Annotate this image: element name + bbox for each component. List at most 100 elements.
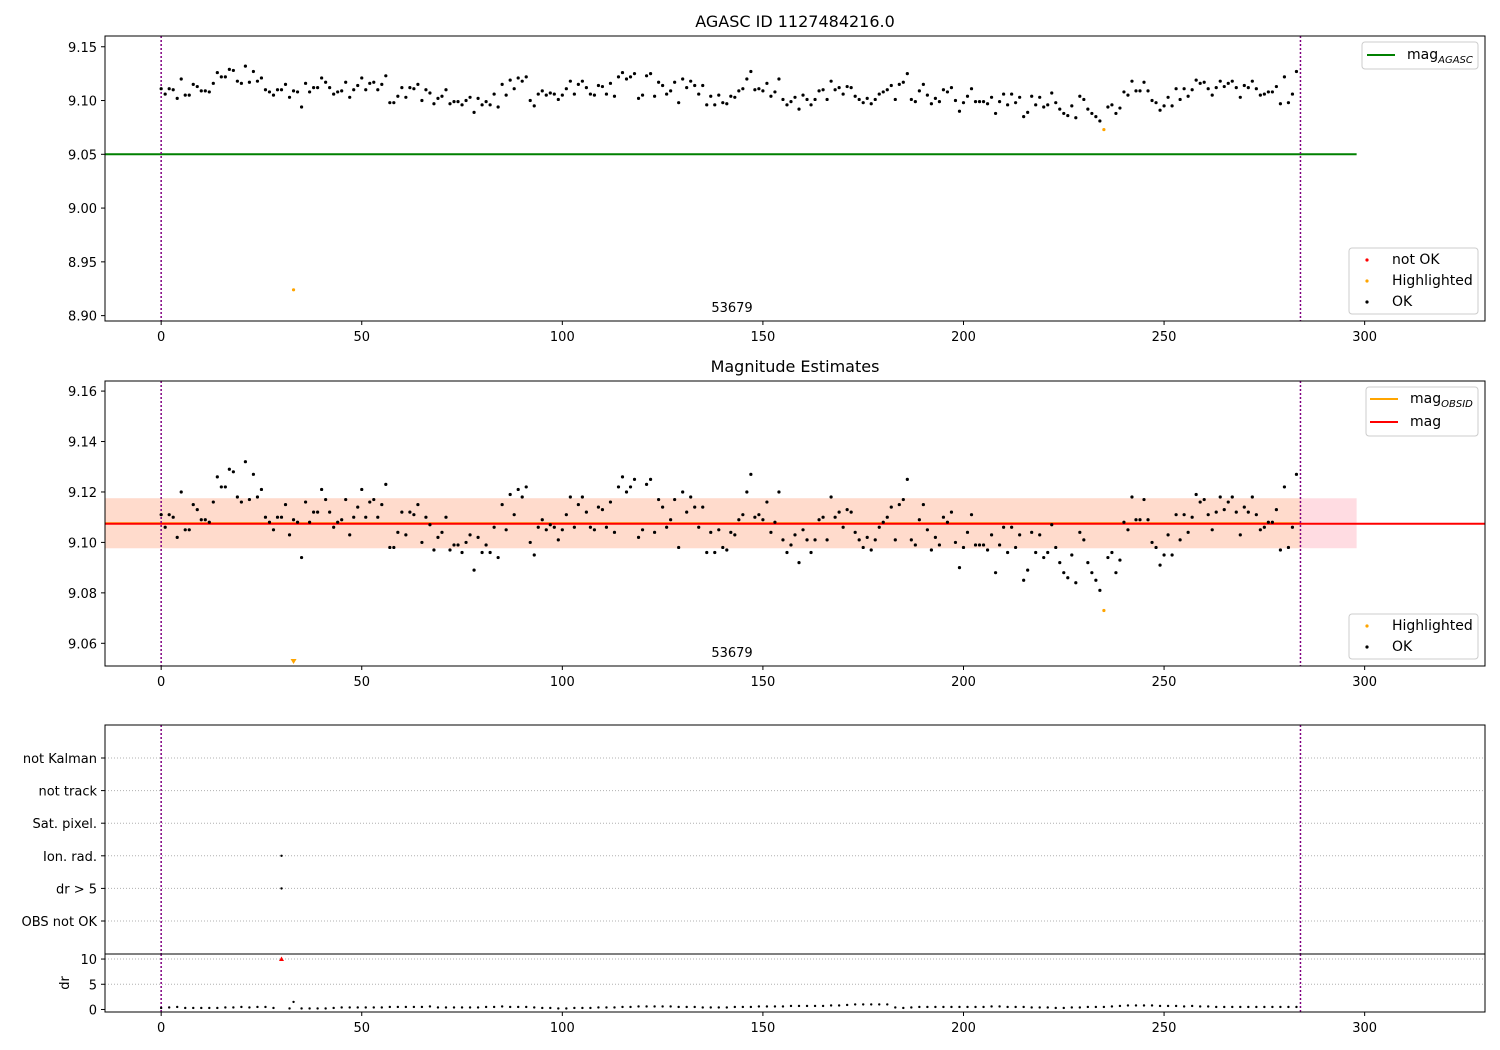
ok-point: [576, 82, 580, 86]
ok-point: [789, 543, 793, 547]
ok-point: [1010, 525, 1014, 529]
ok-point: [1014, 101, 1018, 105]
dr-point: [1022, 1005, 1025, 1009]
ok-point: [320, 76, 324, 80]
ok-point: [596, 83, 601, 88]
ok-point: [1274, 84, 1278, 89]
dr-point: [1231, 1005, 1234, 1009]
ok-point: [1110, 103, 1114, 107]
ok-point: [913, 543, 917, 547]
dr-point: [492, 1005, 496, 1009]
ok-point: [877, 92, 881, 96]
dr-point: [789, 1004, 793, 1008]
ok-point: [1010, 92, 1014, 96]
ok-point: [1246, 86, 1250, 90]
ok-point: [456, 100, 460, 104]
dr-point: [256, 1005, 259, 1009]
ok-point: [1118, 106, 1122, 110]
ok-point: [1206, 513, 1210, 517]
dr-point: [837, 1004, 841, 1007]
ok-point: [536, 525, 540, 529]
ok-point: [532, 553, 536, 557]
legend-marker-highlighted: [1365, 279, 1369, 283]
ok-point: [328, 86, 332, 90]
ok-point: [1262, 92, 1266, 96]
dr-point: [1190, 1004, 1194, 1008]
ok-point: [648, 72, 653, 76]
ok-point: [1018, 95, 1022, 99]
ok-point: [1050, 91, 1054, 95]
ok-point: [869, 548, 873, 552]
ok-point: [396, 530, 400, 534]
ok-point: [705, 550, 709, 555]
ok-point: [721, 545, 725, 550]
ok-point: [805, 538, 809, 542]
flag-category-label: Ion. rad.: [43, 850, 97, 865]
x-tick-label: 300: [1352, 1021, 1377, 1036]
ok-point: [468, 533, 472, 537]
ok-point: [1166, 95, 1170, 99]
estimates-panel-frame: [104, 380, 1486, 667]
ok-point: [564, 87, 568, 91]
ok-point: [608, 500, 613, 504]
ok-point: [344, 80, 348, 84]
ok-point: [793, 95, 797, 99]
ok-point: [171, 515, 175, 519]
ok-point: [360, 76, 364, 80]
ok-point: [777, 77, 781, 81]
dr-point: [1174, 1004, 1178, 1008]
dr-point: [765, 1005, 769, 1008]
ok-point: [520, 495, 524, 499]
ok-point: [1226, 81, 1230, 85]
ok-point: [436, 96, 440, 100]
ok-point: [183, 93, 187, 97]
dr-point: [364, 1006, 367, 1009]
ok-point: [1030, 530, 1034, 534]
ok-point: [219, 75, 223, 79]
dr-point: [934, 1005, 937, 1009]
dr-point: [1271, 1005, 1274, 1009]
highlighted-point: [291, 288, 296, 292]
ok-point: [1162, 104, 1166, 108]
ok-point: [540, 89, 544, 93]
ok-point: [741, 87, 745, 91]
ok-point: [705, 103, 709, 107]
ok-point: [1194, 492, 1198, 497]
dr-point: [1263, 1005, 1266, 1009]
ok-point: [516, 487, 520, 492]
ok-point: [1230, 495, 1234, 499]
ok-point: [500, 82, 504, 86]
ok-point: [560, 528, 564, 532]
ok-point: [303, 500, 308, 504]
ok-point: [644, 74, 649, 78]
dr-point: [709, 1006, 712, 1009]
ok-point: [508, 78, 512, 82]
ok-point: [1142, 80, 1146, 84]
ok-point: [324, 497, 328, 502]
estimates-panel-title: Magnitude Estimates: [711, 357, 880, 376]
dr-point: [597, 1006, 600, 1009]
ok-point: [636, 535, 641, 539]
y-tick-label: 0: [89, 1003, 97, 1018]
ok-point: [432, 548, 436, 552]
ok-point: [813, 97, 817, 102]
flag-category-label: not Kalman: [23, 752, 97, 767]
ok-point: [255, 79, 260, 83]
ok-point: [753, 88, 757, 92]
y-tick-label: 9.15: [68, 41, 97, 56]
ok-point: [632, 72, 637, 76]
ok-point: [665, 525, 669, 529]
ok-point: [199, 89, 203, 93]
ok-point: [1182, 87, 1186, 91]
ok-point: [231, 68, 235, 73]
dr-point: [1030, 1006, 1033, 1009]
ok-point: [765, 500, 769, 504]
ok-point: [388, 101, 392, 105]
dr-point: [725, 1006, 729, 1009]
ok-point: [1218, 79, 1222, 83]
ok-point: [1126, 93, 1130, 97]
x-tick-label: 0: [157, 1021, 165, 1036]
ok-point: [829, 79, 833, 83]
dr-point: [428, 1005, 432, 1008]
ok-point: [548, 91, 552, 95]
